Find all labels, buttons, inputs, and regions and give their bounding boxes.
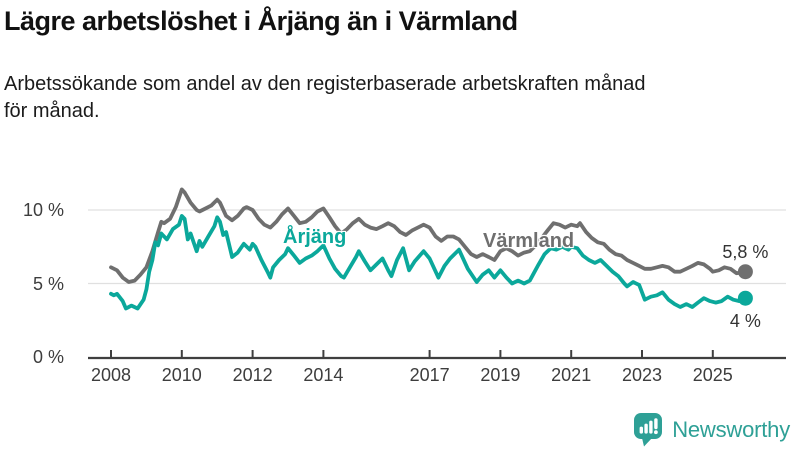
chart-subtitle-line1: Arbetssökande som andel av den registerb… [4,73,646,95]
x-tick-label-2023: 2023 [621,365,663,385]
y-tick-label-5: 5 % [32,273,64,294]
x-tick-label-2021: 2021 [551,365,592,385]
series-end-dot-varmland [737,264,753,280]
y-tick-label-10: 10 % [22,200,64,220]
x-tick-label-2010: 2010 [161,365,202,385]
chart-title: Lägre arbetslöshet i Årjäng än i Värmlan… [4,6,518,36]
x-tick-label-2012: 2012 [232,365,273,385]
y-tick-label-0: 0 % [32,347,64,367]
x-tick-label-2025: 2025 [692,365,733,385]
end-value-label-varmland: 5,8 % [722,241,769,262]
x-tick-label-2014: 2014 [303,365,344,385]
brand-footer: Newsworthy [633,412,790,447]
x-tick-label-2017: 2017 [409,365,450,385]
series-end-dot-arjang [737,290,753,306]
chart-subtitle: Arbetssökande som andel av den registerb… [4,71,774,125]
x-tick-label-2019: 2019 [480,365,521,385]
series-line-varmland [109,187,748,284]
end-value-label-arjang: 4 % [729,311,761,332]
series-label-varmland: Värmland [483,230,575,252]
series-label-arjang: Årjäng [283,226,347,248]
series-line-arjang [109,213,748,311]
brand-name: Newsworthy [672,416,790,442]
newsworthy-logo-icon [634,413,663,447]
chart-subtitle-line2: för månad. [4,100,100,122]
x-tick-label-2008: 2008 [90,365,132,385]
